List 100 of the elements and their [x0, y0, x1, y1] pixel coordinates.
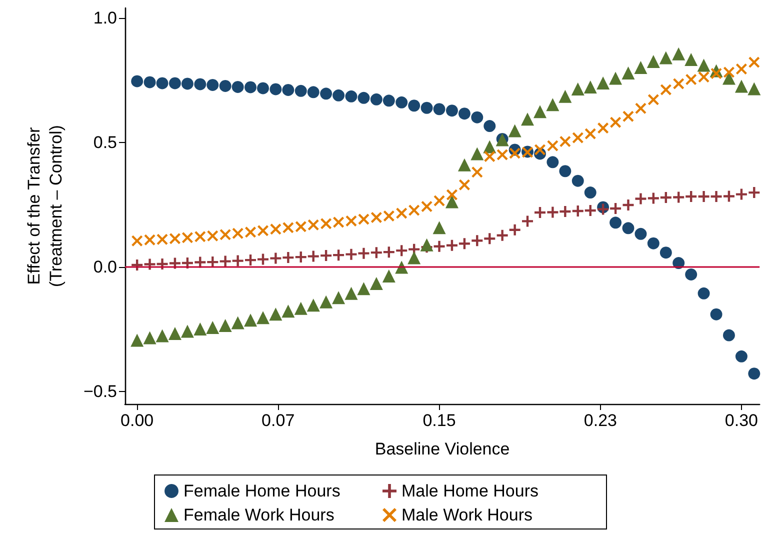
- point: [156, 77, 168, 90]
- point: [257, 82, 269, 94]
- point: [130, 334, 144, 347]
- legend-label: Male Work Hours: [402, 506, 532, 524]
- point: [308, 250, 319, 262]
- point: [396, 245, 408, 256]
- y-axis-title: Effect of the Transfer (Treatment – Control): [24, 125, 66, 287]
- x-tick-label: 0.07: [262, 411, 295, 430]
- point: [470, 147, 484, 160]
- point: [345, 90, 358, 102]
- point: [496, 230, 508, 241]
- point: [484, 120, 496, 132]
- point: [698, 71, 710, 82]
- point: [181, 78, 194, 90]
- point: [168, 77, 181, 90]
- point: [722, 72, 736, 85]
- point: [735, 350, 748, 362]
- point: [547, 206, 558, 218]
- point: [346, 248, 357, 260]
- point: [659, 51, 672, 64]
- point: [180, 324, 194, 338]
- point: [584, 128, 596, 140]
- point: [421, 201, 432, 212]
- point: [256, 311, 270, 324]
- point: [673, 192, 684, 203]
- point: [584, 186, 596, 199]
- point: [622, 222, 634, 234]
- point: [584, 80, 597, 94]
- point: [458, 238, 470, 250]
- point: [358, 92, 370, 104]
- point: [131, 75, 144, 88]
- point: [484, 233, 496, 244]
- point: [748, 187, 760, 198]
- point: [245, 254, 256, 266]
- point: [446, 104, 458, 117]
- point: [420, 102, 433, 114]
- point: [370, 247, 382, 258]
- point: [358, 248, 370, 259]
- point: [144, 76, 156, 88]
- point: [560, 136, 571, 147]
- point: [722, 329, 735, 342]
- point: [420, 238, 434, 252]
- point: [534, 105, 546, 118]
- point: [244, 81, 257, 94]
- point: [458, 179, 470, 190]
- x-tick-label: 0.23: [584, 411, 617, 430]
- point: [320, 218, 332, 230]
- point: [156, 234, 168, 245]
- point: [232, 255, 244, 266]
- point: [132, 235, 143, 246]
- point: [648, 192, 659, 204]
- point: [358, 214, 370, 225]
- point: [458, 158, 471, 172]
- point: [723, 190, 734, 202]
- point: [207, 230, 218, 242]
- point: [559, 165, 572, 178]
- point: [509, 148, 520, 159]
- point: [169, 258, 180, 269]
- point: [546, 156, 559, 168]
- point: [484, 150, 496, 162]
- point: [332, 291, 346, 304]
- y-tick-label: −0.5: [83, 382, 117, 402]
- point: [258, 225, 268, 236]
- point: [560, 206, 571, 217]
- point: [282, 304, 295, 318]
- point: [672, 47, 686, 60]
- point: [598, 122, 609, 134]
- point: [232, 228, 244, 239]
- point: [144, 258, 156, 270]
- point: [258, 254, 268, 265]
- point: [660, 246, 672, 259]
- point: [396, 96, 408, 108]
- point: [634, 61, 648, 74]
- point: [598, 204, 609, 215]
- point: [736, 188, 747, 200]
- point: [307, 86, 320, 98]
- point: [346, 215, 357, 226]
- point: [521, 112, 534, 126]
- point: [270, 83, 282, 96]
- point: [635, 193, 646, 204]
- point: [458, 108, 470, 120]
- point: [472, 235, 483, 246]
- point: [647, 237, 660, 250]
- point: [370, 276, 383, 290]
- point: [660, 192, 672, 204]
- point: [610, 216, 622, 229]
- point: [232, 80, 244, 93]
- point: [472, 166, 483, 178]
- point: [408, 251, 421, 264]
- point: [294, 302, 308, 315]
- point: [282, 84, 294, 96]
- y-tick-label: 0.0: [93, 258, 117, 277]
- point: [333, 250, 344, 261]
- point: [660, 84, 672, 96]
- point: [710, 308, 722, 320]
- point: [144, 234, 156, 246]
- point: [332, 89, 345, 102]
- point: [282, 222, 294, 234]
- point: [723, 66, 734, 78]
- point: [294, 84, 307, 97]
